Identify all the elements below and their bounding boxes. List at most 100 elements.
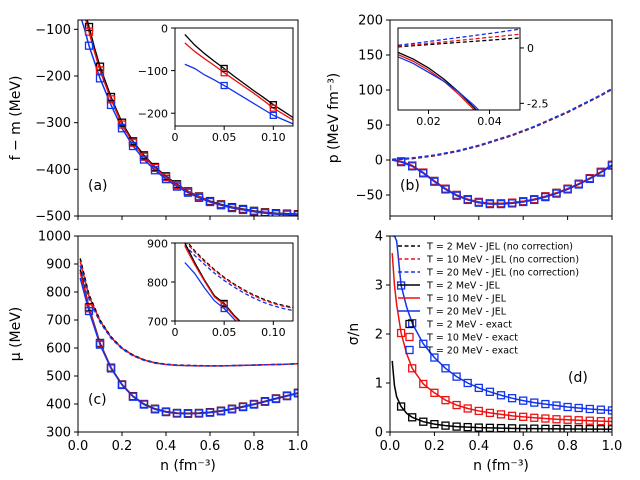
data-marker — [419, 417, 428, 426]
y-tick-label: 200 — [358, 14, 383, 29]
data-marker — [84, 41, 94, 50]
data-marker — [474, 383, 483, 393]
series-line — [184, 262, 238, 321]
series-line — [184, 243, 241, 321]
data-marker — [95, 340, 105, 349]
y-axis-label: σ/n — [346, 323, 362, 345]
legend-label: T = 2 MeV - JEL — [426, 281, 501, 292]
data-marker — [441, 185, 450, 194]
y-tick-label: −50 — [356, 189, 383, 204]
data-marker — [552, 415, 561, 424]
series-line — [398, 33, 520, 47]
panel-c-inset: 0 0.05 0.10 700 800 900 — [147, 238, 294, 339]
data-marker — [227, 203, 237, 213]
x-tick-label: 1.0 — [602, 439, 623, 454]
data-marker — [607, 417, 612, 426]
axes-frame — [77, 19, 299, 217]
data-marker — [496, 410, 506, 419]
data-marker — [205, 408, 215, 417]
plot-area-a-inset — [184, 33, 293, 125]
data-marker — [430, 177, 439, 186]
data-marker — [150, 405, 160, 414]
y-tick-label: 800 — [147, 277, 168, 290]
panel-label: (b) — [400, 178, 420, 194]
data-marker — [106, 364, 116, 373]
series-line — [398, 53, 476, 110]
x-tick-label: 0.8 — [244, 439, 265, 454]
x-tick-label: 0.2 — [112, 439, 133, 454]
data-marker — [172, 409, 182, 418]
x-tick-label: 0.2 — [424, 439, 445, 454]
axes-frame — [389, 235, 613, 433]
data-marker — [419, 169, 428, 178]
legend-label: T = 2 MeV - JEL (no correction) — [426, 242, 573, 253]
x-tick-label: 0.6 — [200, 439, 221, 454]
panel-a-inset: 0 0.05 0.10 0 −100 −200 — [138, 23, 294, 144]
data-marker — [139, 155, 149, 164]
data-marker — [463, 422, 472, 432]
data-marker — [419, 339, 428, 348]
data-marker — [596, 405, 606, 414]
data-marker — [84, 22, 94, 32]
y-tick-label: 700 — [147, 316, 168, 329]
data-marker — [474, 406, 483, 416]
data-marker — [563, 402, 572, 412]
data-marker — [269, 111, 277, 119]
data-marker — [282, 392, 292, 401]
data-marker — [117, 380, 127, 390]
data-marker — [430, 353, 439, 362]
data-marker — [150, 166, 160, 175]
data-marker — [507, 411, 517, 420]
y-tick-label: −400 — [35, 163, 71, 178]
data-marker — [293, 389, 298, 398]
series-line — [392, 87, 612, 161]
plot-area-c-inset — [184, 243, 293, 321]
y-tick-label: 900 — [147, 238, 168, 251]
series-line — [398, 56, 480, 110]
data-marker — [519, 396, 528, 405]
data-marker — [106, 95, 116, 104]
x-tick-label: 0.0 — [380, 439, 401, 454]
data-marker — [194, 409, 204, 418]
data-marker — [408, 162, 417, 171]
data-marker — [227, 405, 237, 414]
data-marker — [574, 416, 583, 425]
y-tick-label: 2 — [375, 328, 383, 343]
y-tick-label: 3 — [375, 279, 383, 294]
data-marker — [541, 399, 550, 409]
legend-label: T = 20 MeV - exact — [426, 346, 518, 357]
x-tick-label: 0.05 — [212, 131, 237, 144]
x-tick-label: 0.0 — [68, 439, 89, 454]
legend-label: T = 20 MeV - JEL — [426, 307, 507, 318]
data-marker — [552, 424, 561, 432]
x-tick-label: 0.10 — [261, 131, 286, 144]
y-tick-label: 4 — [375, 230, 383, 245]
data-marker — [216, 407, 226, 416]
x-tick-label: 1.0 — [288, 439, 309, 454]
data-marker — [474, 198, 483, 207]
data-marker — [585, 404, 594, 414]
data-marker — [519, 424, 528, 432]
data-marker — [541, 424, 550, 432]
data-marker — [408, 364, 417, 373]
x-tick-label: 0.4 — [156, 439, 177, 454]
data-marker — [220, 300, 228, 309]
series-line — [184, 63, 293, 125]
data-marker — [530, 398, 539, 407]
data-marker — [271, 209, 281, 216]
data-marker — [430, 420, 439, 429]
legend-label: T = 2 MeV - exact — [426, 320, 512, 331]
data-marker — [128, 141, 138, 151]
data-marker — [419, 379, 428, 389]
data-marker — [396, 328, 406, 338]
axes-frame — [77, 235, 299, 433]
data-marker — [260, 397, 270, 406]
data-marker — [530, 195, 539, 205]
data-marker — [463, 195, 472, 205]
x-axis-label: n (fm⁻³) — [473, 458, 529, 474]
data-marker — [84, 306, 94, 316]
x-tick-label: 0.4 — [468, 439, 489, 454]
x-tick-label: 0.8 — [557, 439, 578, 454]
y-tick-label: 1 — [375, 377, 383, 392]
y-tick-label: 700 — [46, 314, 71, 329]
